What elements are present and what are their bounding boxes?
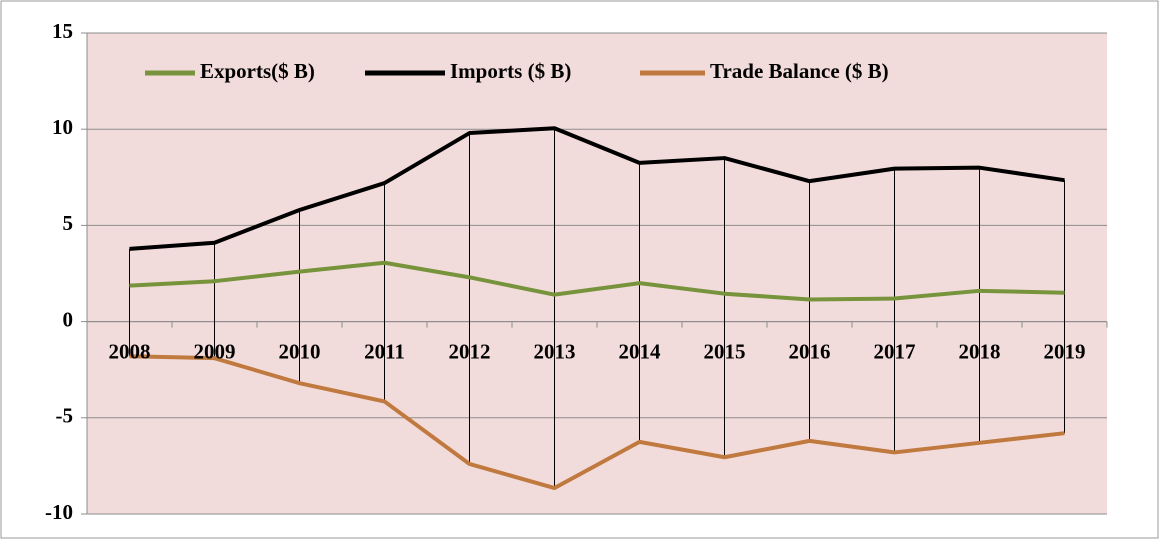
x-tick-label: 2008 — [109, 339, 151, 363]
legend-label: Exports($ B) — [200, 59, 315, 83]
x-tick-label: 2017 — [874, 339, 916, 363]
series-line — [129, 354, 1065, 491]
x-tick-label: 2015 — [704, 339, 746, 363]
y-tick-label: 10 — [52, 115, 73, 139]
x-tick-label: 2010 — [279, 339, 321, 363]
legend-label: Trade Balance ($ B) — [710, 59, 889, 83]
series-line — [129, 260, 1065, 302]
y-tick-label: -5 — [56, 404, 74, 428]
x-tick-label: 2016 — [789, 339, 831, 363]
x-tick-label: 2013 — [534, 339, 576, 363]
x-tick-label: 2014 — [619, 339, 662, 363]
y-tick-label: 15 — [52, 19, 73, 43]
x-tick-label: 2009 — [194, 339, 236, 363]
x-tick-label: 2018 — [959, 339, 1001, 363]
y-tick-label: 5 — [63, 211, 74, 235]
x-tick-label: 2012 — [449, 339, 491, 363]
y-tick-label: 0 — [63, 307, 74, 331]
x-tick-label: 2019 — [1044, 339, 1086, 363]
plot-area — [87, 33, 1107, 514]
legend-label: Imports ($ B) — [450, 59, 571, 83]
series-line — [129, 126, 1065, 251]
x-tick-label: 2011 — [364, 339, 405, 363]
y-tick-label: -10 — [45, 500, 73, 524]
